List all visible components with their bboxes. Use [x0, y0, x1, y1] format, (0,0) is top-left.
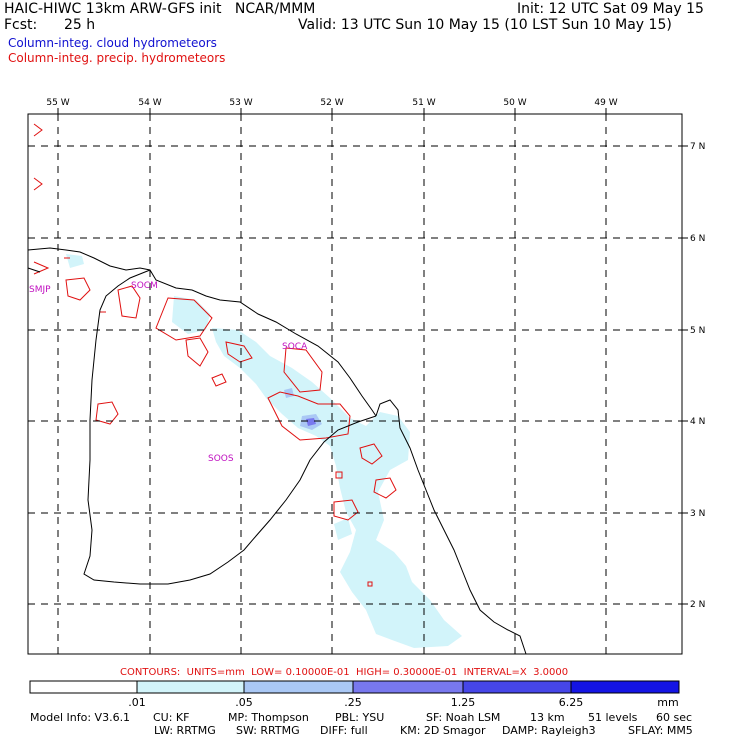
cloud-shading-high — [306, 418, 316, 426]
colorbar-tick: 6.25 — [559, 696, 584, 709]
lat-label-7n: 7 N — [690, 142, 705, 152]
model-info-km: KM: 2D Smagor — [400, 724, 486, 737]
init-time: Init: 12 UTC Sat 09 May 15 — [517, 1, 704, 17]
colorbar-tick: .25 — [344, 696, 362, 709]
lat-label-5n: 5 N — [690, 326, 705, 336]
coastline — [27, 247, 527, 655]
colorbar-tick: .01 — [128, 696, 146, 709]
forecast-label: Fcst: — [4, 17, 38, 33]
model-info-lw: LW: RRTMG — [154, 724, 216, 737]
lon-label-54w: 54 W — [138, 98, 161, 108]
forecast-hour: 25 h — [64, 17, 96, 33]
valid-time: Valid: 13 UTC Sun 10 May 15 (10 LST Sun … — [298, 17, 672, 33]
colorbar-tick: .05 — [235, 696, 253, 709]
colorbar-bin-1 — [29, 680, 138, 694]
colorbar — [29, 680, 680, 694]
lon-label-53w: 53 W — [229, 98, 252, 108]
colorbar-bin-2 — [136, 680, 245, 694]
colorbar-bin-4 — [352, 680, 464, 694]
plot-title: HAIC-HIWC 13km ARW-GFS init NCAR/MMM — [4, 1, 316, 17]
colorbar-bin-3 — [243, 680, 354, 694]
station-socm: SOCM — [131, 281, 158, 291]
cloud-shading — [66, 254, 462, 648]
lon-label-49w: 49 W — [594, 98, 617, 108]
lon-label-52w: 52 W — [320, 98, 343, 108]
lon-labels: 55 W 54 W 53 W 52 W 51 W 50 W 49 W — [46, 98, 617, 108]
station-smjp: SMJP — [29, 285, 51, 295]
precip-field-label: Column-integ. precip. hydrometeors — [8, 51, 226, 65]
lat-labels: 7 N 6 N 5 N 4 N 3 N 2 N — [690, 142, 705, 610]
model-info-sw: SW: RRTMG — [236, 724, 300, 737]
model-info-damp: DAMP: Rayleigh3 — [502, 724, 596, 737]
model-info-levels: 51 levels — [588, 711, 638, 724]
model-info-sf: SF: Noah LSM — [426, 711, 501, 724]
map-frame — [27, 113, 683, 655]
model-info-mp: MP: Thompson — [228, 711, 309, 724]
colorbar-tick-labels: .01 .05 .25 1.25 6.25 mm — [128, 696, 678, 709]
lon-label-50w: 50 W — [503, 98, 526, 108]
lon-label-55w: 55 W — [46, 98, 69, 108]
model-info-diff: DIFF: full — [320, 724, 368, 737]
lon-label-51w: 51 W — [412, 98, 435, 108]
lat-label-6n: 6 N — [690, 234, 705, 244]
precip-contours — [64, 257, 397, 587]
model-info-pbl: PBL: YSU — [335, 711, 385, 724]
lat-label-4n: 4 N — [690, 417, 705, 427]
lat-lon-grid — [28, 114, 682, 654]
model-info-cu: CU: KF — [153, 711, 190, 724]
station-labels: SMJP SOCM SOCA SOOS — [29, 281, 308, 464]
lat-label-3n: 3 N — [690, 509, 705, 519]
model-info-sflay: SFLAY: MM5 — [628, 724, 693, 737]
colorbar-unit: mm — [657, 696, 678, 709]
model-info-res: 13 km — [530, 711, 565, 724]
colorbar-bin-5 — [462, 680, 572, 694]
contour-info: CONTOURS: UNITS=mm LOW= 0.10000E-01 HIGH… — [120, 667, 569, 678]
cloud-field-label: Column-integ. cloud hydrometeors — [8, 36, 217, 50]
model-info-timestep: 60 sec — [656, 711, 693, 724]
colorbar-bin-6 — [570, 680, 680, 694]
station-soos: SOOS — [208, 454, 234, 464]
colorbar-tick: 1.25 — [451, 696, 476, 709]
model-info-version: Model Info: V3.6.1 — [30, 711, 131, 724]
lat-label-2n: 2 N — [690, 600, 705, 610]
frame-ticks — [57, 108, 688, 605]
station-soca: SOCA — [282, 342, 308, 352]
